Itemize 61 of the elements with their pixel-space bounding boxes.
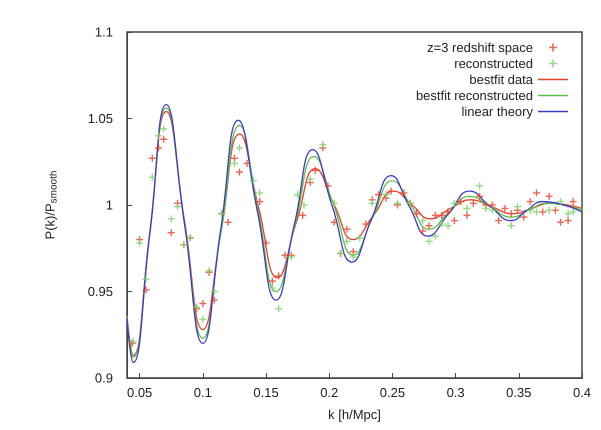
- point: [476, 182, 484, 190]
- legend-label: reconstructed: [454, 56, 533, 71]
- point: [236, 144, 243, 152]
- point: [546, 206, 553, 214]
- point: [268, 284, 276, 292]
- point: [419, 217, 426, 224]
- legend-label: z=3 redshift space: [427, 40, 533, 55]
- legend-label: bestfit data: [469, 72, 534, 87]
- point: [210, 288, 218, 295]
- y-tick-label: 0.95: [88, 284, 113, 299]
- legend-label: bestfit reconstructed: [416, 88, 533, 103]
- point: [330, 200, 338, 207]
- point: [382, 191, 390, 198]
- point: [136, 240, 144, 247]
- point: [450, 200, 458, 207]
- y-tick-label: 1: [106, 198, 113, 212]
- x-tick-label: 0.25: [380, 385, 406, 400]
- point: [142, 276, 150, 283]
- x-axis-title: k [h/Mpc]: [328, 407, 381, 422]
- x-tick-label: 0.3: [446, 385, 465, 400]
- point: [514, 203, 522, 210]
- x-tick-label: 0.1: [194, 385, 212, 400]
- point: [343, 238, 350, 245]
- point: [432, 232, 439, 240]
- point: [306, 176, 314, 183]
- x-tick-label: 0.35: [506, 385, 532, 400]
- x-tick-label: 0.05: [126, 385, 152, 400]
- point: [319, 140, 326, 148]
- point: [482, 204, 490, 212]
- y-axis-title: P(k)/Psmooth: [42, 170, 60, 240]
- legend-label: linear theory: [461, 104, 534, 119]
- x-tick-label: 0.4: [572, 385, 592, 400]
- point: [275, 305, 282, 312]
- point: [350, 253, 357, 260]
- x-tick-label: 0.15: [253, 385, 279, 400]
- point: [256, 189, 264, 196]
- point: [426, 238, 433, 245]
- point: [300, 202, 308, 208]
- point: [294, 191, 302, 198]
- point: [160, 125, 168, 132]
- point: [230, 160, 238, 167]
- point: [526, 206, 534, 214]
- point: [564, 210, 572, 218]
- point: [508, 222, 515, 230]
- point: [148, 174, 156, 181]
- point: [533, 208, 540, 216]
- point: [155, 132, 162, 140]
- x-tick-label: 0.2: [320, 385, 338, 400]
- point: [444, 222, 452, 230]
- point: [168, 215, 175, 222]
- point: [438, 220, 446, 228]
- point: [174, 203, 182, 210]
- point: [368, 200, 376, 207]
- y-tick-label: 0.9: [94, 370, 113, 386]
- point: [250, 177, 257, 184]
- y-tick-label: 1.1: [94, 24, 113, 40]
- y-tick-label: 1.05: [88, 111, 113, 126]
- point: [488, 206, 496, 214]
- point: [199, 316, 206, 323]
- point: [356, 234, 364, 242]
- point: [570, 208, 577, 216]
